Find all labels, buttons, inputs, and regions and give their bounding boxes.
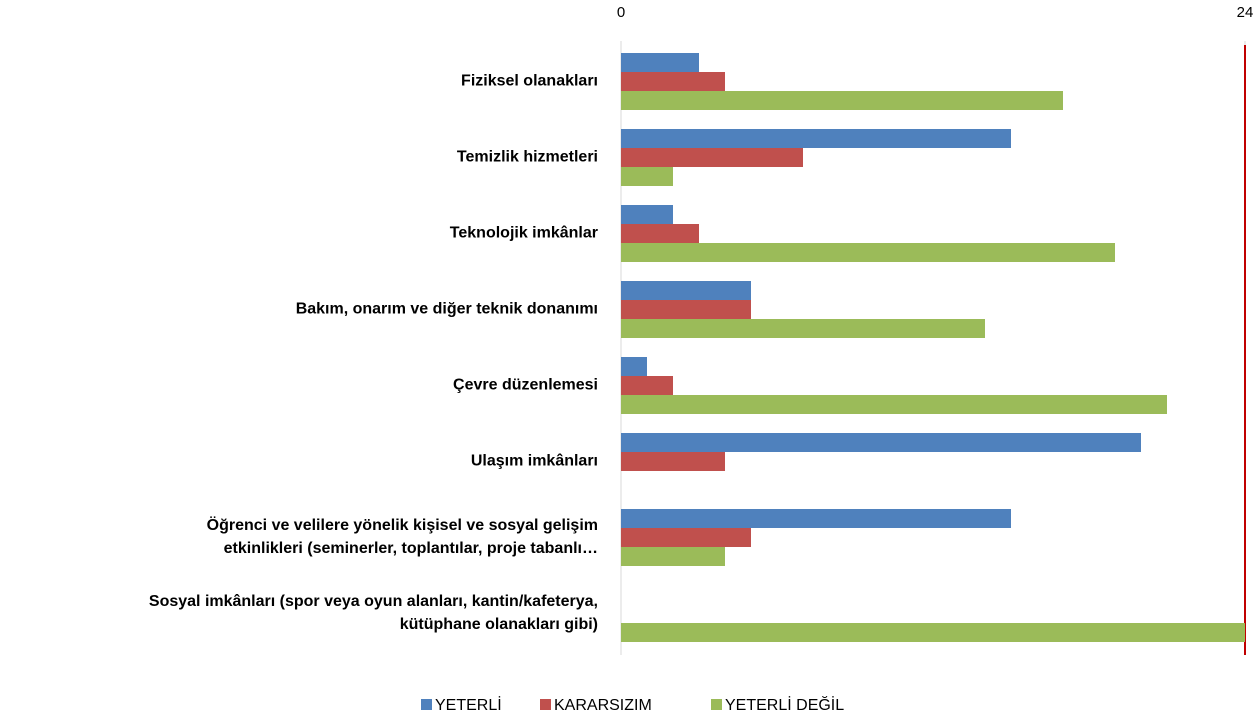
category-label: Bakım, onarım ve diğer teknik donanımı xyxy=(296,301,598,318)
category-label: Çevre düzenlemesi xyxy=(453,377,598,394)
bar xyxy=(621,224,699,243)
bar xyxy=(621,509,1011,528)
x-tick-label: 0 xyxy=(617,4,625,21)
bar xyxy=(621,300,751,319)
legend-label: YETERLİ DEĞİL xyxy=(725,695,844,714)
bar xyxy=(621,623,1245,642)
bar xyxy=(621,91,1063,110)
bar xyxy=(621,547,725,566)
bar xyxy=(621,357,647,376)
bar xyxy=(621,129,1011,148)
bar xyxy=(621,148,803,167)
bar xyxy=(621,319,985,338)
bar xyxy=(621,72,725,91)
category-label: Ulaşım imkânları xyxy=(471,453,598,470)
category-label: Öğrenci ve velilere yönelik kişisel ve s… xyxy=(207,515,598,557)
category-label: Fiziksel olanakları xyxy=(461,73,598,90)
bar xyxy=(621,395,1167,414)
bar xyxy=(621,452,725,471)
bar xyxy=(621,167,673,186)
category-label: Teknolojik imkânlar xyxy=(450,225,598,242)
bar xyxy=(621,281,751,300)
category-label: Temizlik hizmetleri xyxy=(457,149,598,166)
legend-label: YETERLİ xyxy=(435,695,502,714)
x-tick-label: 24 xyxy=(1237,4,1254,21)
legend-swatch xyxy=(421,699,432,710)
legend-swatch xyxy=(711,699,722,710)
bar xyxy=(621,528,751,547)
bar xyxy=(621,53,699,72)
bar xyxy=(621,433,1141,452)
bar xyxy=(621,205,673,224)
bar xyxy=(621,243,1115,262)
legend-label: KARARSIZIM xyxy=(554,697,652,714)
bar xyxy=(621,376,673,395)
legend-swatch xyxy=(540,699,551,710)
category-label: Sosyal imkânları (spor veya oyun alanlar… xyxy=(149,593,598,633)
